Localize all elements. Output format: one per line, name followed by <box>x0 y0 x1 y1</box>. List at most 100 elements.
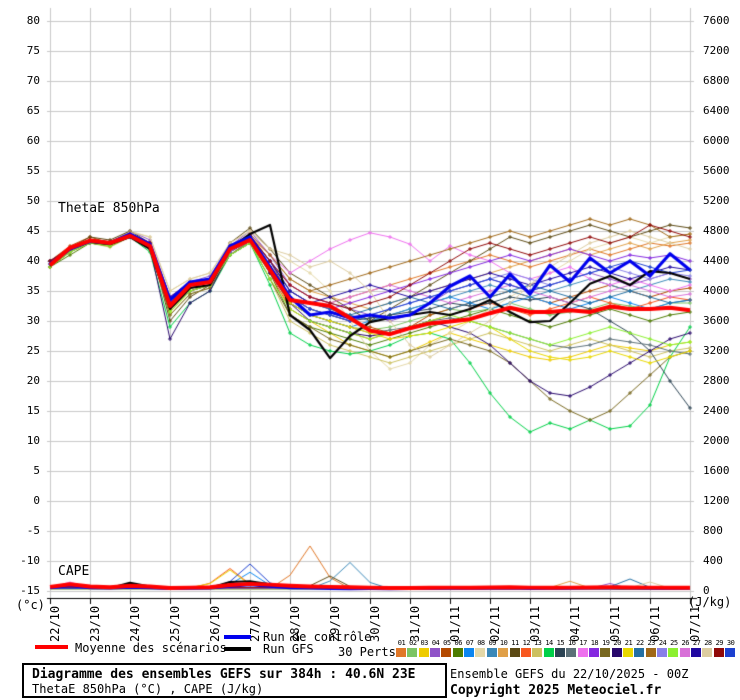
perturbation-number: 12 <box>522 639 531 647</box>
x-axis-tick: 05/11 <box>608 605 622 642</box>
perturbation-29: 29 <box>713 639 725 657</box>
ensemble-chart-canvas <box>0 0 740 660</box>
perturbation-number: 23 <box>647 639 655 647</box>
perturbation-number: 30 <box>726 639 735 647</box>
perturbation-color-swatch <box>713 648 724 657</box>
right-axis-tick: 2000 <box>703 434 730 447</box>
perturbation-number: 26 <box>681 639 690 647</box>
perturbation-02: 02 <box>407 639 418 657</box>
perturbation-number: 25 <box>670 639 678 647</box>
perturbation-12: 12 <box>520 639 532 657</box>
right-axis-tick: 0 <box>703 584 710 597</box>
perturbation-number: 15 <box>556 639 565 647</box>
perturbation-color-swatch <box>634 648 645 657</box>
perturbation-number: 09 <box>488 639 497 647</box>
left-axis-tick: -10 <box>20 554 40 567</box>
perturbation-color-swatch <box>498 648 509 657</box>
perturbation-number: 19 <box>602 639 610 647</box>
perturbation-number: 10 <box>499 639 508 647</box>
gfs-legend-swatch <box>224 647 251 651</box>
perturbation-09: 09 <box>486 639 498 657</box>
perturbation-number: 16 <box>568 639 576 647</box>
perturbation-number: 04 <box>431 639 440 647</box>
x-axis-tick: 26/10 <box>208 605 222 642</box>
perturbation-color-swatch <box>543 648 554 657</box>
perturbation-18: 18 <box>588 639 600 657</box>
perturbation-number: 29 <box>715 639 724 647</box>
perturbation-color-swatch <box>611 648 622 657</box>
perturbation-08: 08 <box>475 639 486 657</box>
control-legend-label: Run de contrôle <box>263 630 372 644</box>
perturbation-number: 22 <box>636 639 644 647</box>
right-axis-unit: (J/kg) <box>688 595 732 609</box>
left-axis-tick: 60 <box>26 134 40 147</box>
left-axis-tick: -15 <box>20 584 40 597</box>
perturbation-19: 19 <box>600 639 611 657</box>
right-axis-tick: 2800 <box>703 374 730 387</box>
left-axis-tick: 20 <box>26 374 40 387</box>
perturbation-22: 22 <box>634 639 645 657</box>
perturbation-number: 05 <box>443 639 451 647</box>
thetae-annotation: ThetaE 850hPa <box>58 201 160 216</box>
right-axis-tick: 1600 <box>703 464 730 477</box>
perturbation-color-swatch <box>657 648 668 657</box>
right-axis-tick: 1200 <box>703 494 730 507</box>
perturbation-color-swatch <box>396 648 406 657</box>
perturbation-30: 30 <box>725 639 736 657</box>
perturbation-color-swatch <box>623 648 633 657</box>
perturbation-color-swatch <box>464 648 475 657</box>
perturbation-14: 14 <box>543 639 555 657</box>
cape-annotation: CAPE <box>58 564 90 579</box>
perts-count-label: 30 Perts. <box>338 645 404 659</box>
perturbation-color-swatch <box>509 648 520 657</box>
perturbation-25: 25 <box>668 639 679 657</box>
gfs-legend-label: Run GFS <box>263 642 314 656</box>
left-axis-tick: 55 <box>26 164 40 177</box>
right-axis-tick: 6000 <box>703 134 730 147</box>
left-axis-tick: 25 <box>26 344 40 357</box>
left-axis-tick: 50 <box>26 194 40 207</box>
mean-legend-swatch <box>35 645 68 649</box>
right-axis-tick: 5200 <box>703 194 730 207</box>
perturbation-06: 06 <box>452 639 464 657</box>
perturbation-13: 13 <box>532 639 543 657</box>
perturbation-number: 18 <box>590 639 599 647</box>
diagram-title: Diagramme des ensembles GEFS sur 384h : … <box>32 667 416 682</box>
perturbation-legend: 01 02 03 04 05 06 07 08 09 10 11 12 13 14 15 16 17 18 19 20… <box>396 639 740 659</box>
perturbation-27: 27 <box>691 639 702 657</box>
perturbation-color-swatch <box>532 648 543 657</box>
left-axis-tick: 30 <box>26 314 40 327</box>
left-axis-tick: 5 <box>33 464 40 477</box>
x-axis-tick: 03/11 <box>528 605 542 642</box>
perturbation-03: 03 <box>418 639 430 657</box>
left-axis-tick: 40 <box>26 254 40 267</box>
right-axis-tick: 6400 <box>703 104 730 117</box>
perturbation-color-swatch <box>645 648 656 657</box>
perturbation-color-swatch <box>430 648 441 657</box>
left-axis-tick: 65 <box>26 104 40 117</box>
mean-legend-label: Moyenne des scénarios <box>75 641 227 655</box>
perturbation-number: 17 <box>579 639 587 647</box>
diagram-info-box: Diagramme des ensembles GEFS sur 384h : … <box>22 663 447 698</box>
right-axis-tick: 3600 <box>703 314 730 327</box>
right-axis-tick: 7600 <box>703 14 730 27</box>
perturbation-28: 28 <box>702 639 713 657</box>
left-axis-tick: 10 <box>26 434 40 447</box>
diagram-subtitle: ThetaE 850hPa (°C) , CAPE (J/kg) <box>32 682 264 696</box>
perturbation-15: 15 <box>554 639 566 657</box>
left-axis-tick: 70 <box>26 74 40 87</box>
perturbation-color-swatch <box>566 648 577 657</box>
perturbation-number: 14 <box>545 639 553 647</box>
right-axis-tick: 4400 <box>703 254 730 267</box>
x-axis-tick: 23/10 <box>88 605 102 642</box>
right-axis-tick: 4800 <box>703 224 730 237</box>
perturbation-color-swatch <box>407 648 418 657</box>
perturbation-number: 08 <box>477 639 485 647</box>
perturbation-24: 24 <box>657 639 668 657</box>
perturbation-01: 01 <box>396 639 407 657</box>
perturbation-color-swatch <box>668 648 679 657</box>
perturbation-16: 16 <box>566 639 577 657</box>
perturbation-number: 11 <box>511 639 519 647</box>
x-axis-tick: 31/10 <box>408 605 422 642</box>
